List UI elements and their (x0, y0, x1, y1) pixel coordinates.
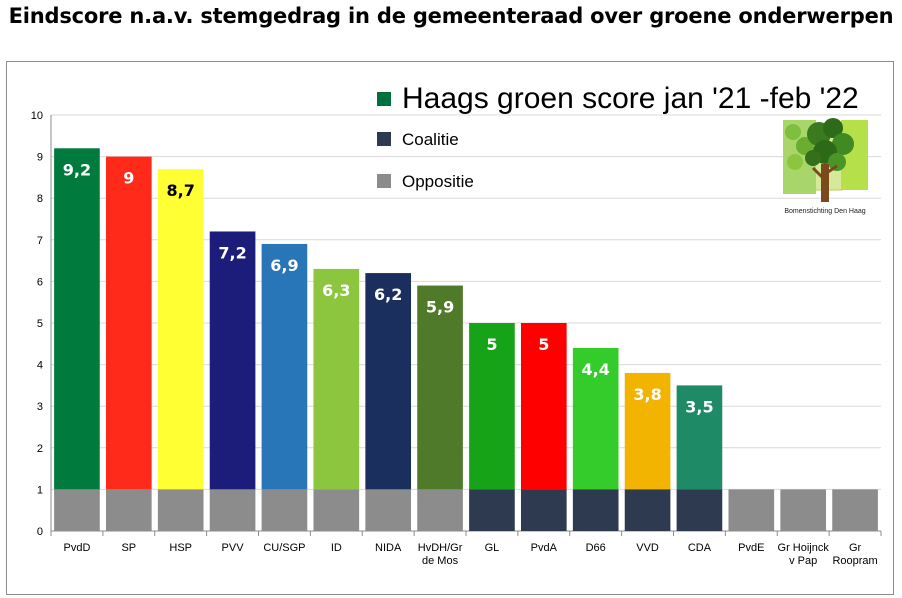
page-title: Eindscore n.a.v. stemgedrag in de gemeen… (8, 4, 894, 28)
y-tick-label: 3 (37, 401, 43, 413)
x-tick-label: GL (485, 542, 500, 554)
bars: 9,2 9 8,7 7,2 6,9 6,3 6,2 5,9 5 5 4,4 3,8 3,5 (54, 148, 878, 531)
legend-swatch-coalitie (377, 132, 391, 146)
bar (209, 231, 256, 490)
bar (572, 347, 619, 490)
bar-base (261, 489, 308, 531)
data-label: 7,2 (218, 243, 246, 262)
x-tick-label: D66 (586, 542, 606, 554)
bar (365, 273, 412, 490)
legend-entry-oppositie: Oppositie (377, 172, 474, 191)
x-tick-label: NIDA (375, 542, 402, 554)
bar-base (209, 489, 256, 531)
bar-base (676, 489, 723, 531)
x-tick-label: PvdD (63, 542, 90, 554)
x-tick-label: PVV (222, 542, 245, 554)
bar (105, 156, 152, 490)
bar-base (728, 489, 775, 531)
bar-base (417, 489, 463, 531)
y-tick-label: 4 (37, 360, 43, 372)
bar (417, 285, 463, 490)
bar (157, 169, 204, 490)
x-tick-label: ID (331, 542, 342, 554)
x-tick-label: v Pap (789, 555, 817, 567)
y-axis-ticks: 0 1 2 3 4 5 6 7 8 9 10 (31, 110, 43, 538)
data-label: 6,2 (374, 285, 402, 304)
bar-base (572, 489, 619, 531)
x-tick-label: PvdE (738, 542, 764, 554)
x-tick-label: CDA (688, 542, 712, 554)
legend-swatch-oppositie (377, 174, 391, 188)
bar (469, 323, 515, 490)
bar (313, 268, 360, 490)
legend-entry-score: Haags groen score jan '21 -feb '22 (377, 82, 859, 115)
bar (520, 323, 567, 490)
bar-base (469, 489, 515, 531)
x-tick-label: Gr (849, 542, 862, 554)
bar-chart: 0 1 2 3 4 5 6 7 8 9 10 9,2 9 8,7 7,2 6,9 6,3 6,2 5,9 5 5 4,4… (31, 82, 882, 567)
data-label: 5 (538, 335, 549, 354)
legend-swatch-score (377, 92, 391, 106)
data-label: 5,9 (426, 298, 454, 317)
y-tick-label: 10 (31, 110, 43, 122)
chart-frame: 0 1 2 3 4 5 6 7 8 9 10 9,2 9 8,7 7,2 6,9 6,3 6,2 5,9 5 5 4,4… (6, 61, 894, 595)
x-tick-label: HvDH/Gr (418, 542, 463, 554)
y-tick-label: 7 (37, 235, 43, 247)
data-label: 8,7 (167, 181, 195, 200)
y-tick-label: 9 (37, 152, 43, 164)
y-tick-label: 8 (37, 193, 43, 205)
legend-entry-coalitie: Coalitie (377, 130, 459, 149)
y-tick-label: 2 (37, 443, 43, 455)
bar (54, 148, 100, 490)
bar-base (624, 489, 671, 531)
tree-logo-icon: Bomenstichting Den Haag (783, 118, 868, 215)
x-tick-label: HSP (169, 542, 192, 554)
bar-base (365, 489, 412, 531)
x-tick-label: VVD (636, 542, 659, 554)
bar (624, 372, 671, 490)
bar-base (54, 489, 100, 531)
x-tick-label: Gr Hoijnck (778, 542, 830, 554)
y-tick-label: 6 (37, 276, 43, 288)
x-tick-label: PvdA (531, 542, 558, 554)
x-tick-label: SP (121, 542, 136, 554)
bar-base (157, 489, 204, 531)
logo-caption: Bomenstichting Den Haag (784, 208, 865, 215)
x-tick-label: CU/SGP (263, 542, 305, 554)
data-label: 5 (486, 335, 497, 354)
data-label: 4,4 (582, 360, 610, 379)
bar-base (520, 489, 567, 531)
legend-label-oppositie: Oppositie (402, 172, 474, 191)
data-label: 3,8 (633, 385, 661, 404)
data-label: 6,9 (270, 256, 298, 275)
bar (261, 243, 308, 490)
legend-label-score: Haags groen score jan '21 -feb '22 (402, 82, 859, 115)
bar-base (780, 489, 827, 531)
bar (676, 385, 723, 490)
data-label: 9,2 (63, 160, 91, 179)
y-tick-label: 5 (37, 318, 43, 330)
x-tick-label: de Mos (422, 555, 459, 567)
data-label: 9 (123, 169, 134, 188)
y-tick-label: 1 (37, 484, 43, 496)
bar-base (105, 489, 152, 531)
y-tick-label: 0 (37, 526, 43, 538)
x-tick-label: Roopram (832, 555, 877, 567)
legend: Haags groen score jan '21 -feb '22 Coali… (377, 82, 859, 191)
legend-label-coalitie: Coalitie (402, 130, 459, 149)
bar-base (313, 489, 360, 531)
data-label: 6,3 (322, 281, 350, 300)
bar-base (832, 489, 878, 531)
data-label: 3,5 (685, 397, 713, 416)
